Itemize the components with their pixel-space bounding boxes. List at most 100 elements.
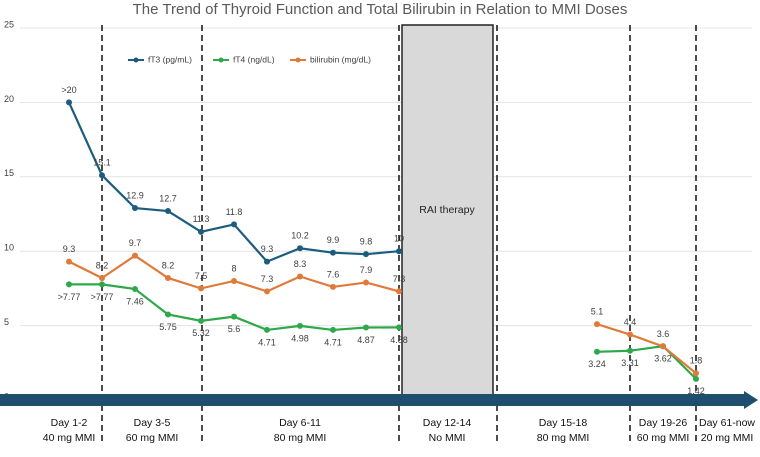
phase-dose: 60 mg MMI [126,432,179,444]
data-point [693,370,699,377]
data-point [99,274,105,281]
legend-label: fT3 (pg/mL) [148,54,192,64]
data-point [66,99,72,106]
data-point [231,313,237,320]
data-point [66,258,72,265]
data-label: 3.6 [657,329,670,339]
data-label: 5.32 [192,328,210,338]
data-label: 11.3 [193,214,210,224]
legend-marker [218,57,224,63]
data-label: 9.8 [360,237,373,247]
data-point [396,248,402,255]
data-point [363,279,369,286]
data-label: 9.9 [327,235,340,245]
data-label: >7.77 [91,292,114,302]
data-label: 7.46 [126,296,144,306]
data-point [627,331,633,338]
data-label: >7.77 [58,292,81,302]
data-point [594,348,600,355]
data-label: 3.24 [588,359,606,369]
data-label: 5.6 [228,324,241,334]
y-tick-label: 25 [4,19,14,29]
time-arrow [0,391,758,409]
phase-dose: No MMI [429,432,466,444]
data-point [297,322,303,329]
data-label: 8.3 [294,259,307,269]
data-point [297,273,303,280]
data-label: 7.3 [393,274,406,284]
data-point [165,311,171,318]
phase-day: Day 3-5 [134,417,171,429]
data-label: 10 [394,234,404,244]
data-label: 9.3 [261,244,274,254]
phase-day: Day 61-now [699,417,755,429]
data-label: 7.6 [327,269,340,279]
phase-dose: 80 mg MMI [537,432,590,444]
rai-box [401,24,494,397]
data-point [330,283,336,290]
data-point [693,375,699,382]
data-label: 9.7 [129,238,142,248]
data-label: 1.42 [687,386,705,396]
y-tick-label: 5 [4,317,9,327]
data-point [363,251,369,258]
data-label: 9.3 [63,244,76,254]
data-label: 4.71 [258,337,276,347]
phase-day: Day 12-14 [423,417,472,429]
data-label: 4.4 [624,317,637,327]
data-label: 15.1 [93,158,111,168]
data-label: >20 [61,85,76,95]
data-point [165,274,171,281]
data-label: 7.3 [261,274,274,284]
data-point [396,288,402,295]
phase-day: Day 15-18 [539,417,588,429]
data-label: 4.87 [357,335,375,345]
y-tick-label: 20 [4,94,14,104]
legend-marker [295,57,301,63]
y-tick-label: 10 [4,243,14,253]
data-point [198,317,204,324]
data-label: 4.71 [324,337,342,347]
data-point [264,288,270,295]
data-label: 8.2 [96,260,109,270]
series-line [67,101,400,263]
data-label: 4.98 [291,333,309,343]
data-label: 4.88 [390,335,408,345]
phase-day: Day 6-11 [279,417,321,429]
y-tick-label: 15 [4,168,14,178]
phase-dose: 80 mg MMI [274,432,327,444]
phase-day: Day 19-26 [639,417,688,429]
data-point [132,285,138,292]
annotation: RAI therapy [419,204,475,216]
phase-dose: 60 mg MMI [637,432,690,444]
data-point [396,324,402,331]
data-point [198,285,204,292]
data-label: 3.62 [654,354,672,364]
phase-dose: 40 mg MMI [43,432,96,444]
phase-day: Day 1-2 [51,417,88,429]
data-label: 3.31 [621,358,639,368]
data-point [627,347,633,354]
data-point [231,221,237,228]
data-point [231,277,237,284]
data-point [363,324,369,331]
data-label: 8 [231,263,236,273]
data-point [132,205,138,212]
data-label: 7.9 [360,265,373,275]
data-label: 1.8 [690,356,703,366]
data-label: 8.2 [162,260,175,270]
phase-dose: 20 mg MMI [701,432,754,444]
data-point [297,245,303,252]
data-point [330,249,336,256]
data-point [99,281,105,288]
data-label: 7.5 [195,271,208,281]
legend-marker [133,57,139,63]
data-label: 5.1 [591,306,604,316]
data-label: 10.2 [291,231,309,241]
legend-label: fT4 (ng/dL) [233,54,275,64]
data-label: 12.9 [126,190,144,200]
legend-label: bilirubin (mg/dL) [310,54,371,64]
chart-title: The Trend of Thyroid Function and Total … [133,1,628,18]
data-label: 11.8 [226,207,243,217]
